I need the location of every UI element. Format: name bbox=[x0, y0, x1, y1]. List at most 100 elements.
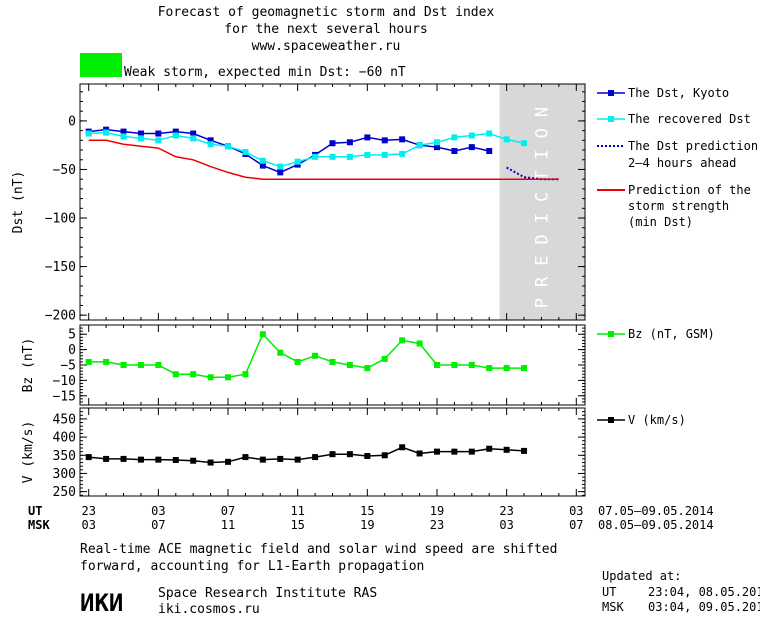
ut-tick-label: 03 bbox=[569, 504, 583, 518]
data-point bbox=[277, 169, 284, 176]
data-point bbox=[468, 144, 475, 151]
data-point bbox=[225, 458, 232, 465]
data-point bbox=[155, 456, 162, 463]
msk-tick-label: 11 bbox=[221, 518, 235, 532]
msk-tick-label: 07 bbox=[569, 518, 583, 532]
ut-tick-label: 03 bbox=[151, 504, 165, 518]
data-point bbox=[120, 133, 127, 140]
data-point bbox=[120, 362, 127, 368]
data-point bbox=[242, 148, 249, 155]
data-point bbox=[155, 137, 162, 144]
y-tick-label: −15 bbox=[53, 389, 76, 404]
ut-tick-label: 11 bbox=[290, 504, 304, 518]
y-tick-label: 5 bbox=[68, 328, 76, 343]
legend-item-storm-strength: Prediction of the storm strength (min Ds… bbox=[597, 183, 751, 229]
data-point bbox=[364, 453, 371, 459]
storm-level-label: Weak storm, expected min Dst: −60 nT bbox=[124, 65, 406, 80]
data-point bbox=[329, 358, 336, 365]
legend-label-bz: Bz (nT, GSM) bbox=[628, 327, 715, 341]
data-point bbox=[329, 140, 336, 147]
data-point bbox=[172, 132, 179, 139]
data-point bbox=[451, 362, 458, 368]
msk-tick-label: 03 bbox=[499, 518, 513, 532]
data-point bbox=[259, 331, 266, 338]
series-line-0 bbox=[88, 332, 525, 379]
msk-tick-label: 03 bbox=[81, 518, 95, 532]
data-point bbox=[399, 444, 406, 451]
y-tick-label: 350 bbox=[53, 449, 76, 464]
data-point bbox=[190, 135, 197, 142]
data-point bbox=[172, 457, 179, 463]
updated-ut-value: 23:04, 08.05.2014 bbox=[648, 585, 760, 599]
data-point bbox=[468, 362, 475, 368]
data-point bbox=[207, 141, 214, 148]
legend-label-dst-prediction: The Dst prediction bbox=[628, 139, 758, 153]
institute-name: Space Research Institute RAS bbox=[158, 586, 377, 601]
data-point bbox=[242, 371, 249, 378]
data-point bbox=[103, 358, 110, 365]
y-tick-label: −5 bbox=[60, 359, 76, 374]
ut-tick-label: 23 bbox=[81, 504, 95, 518]
y-tick-label: 0 bbox=[68, 343, 76, 358]
data-point bbox=[451, 134, 458, 141]
dst-legend: The Dst, Kyoto The recovered Dst The Dst… bbox=[597, 86, 758, 229]
data-point bbox=[346, 362, 353, 368]
data-point bbox=[155, 362, 162, 368]
msk-date-range: 08.05–09.05.2014 bbox=[598, 518, 714, 532]
ut-tick-label: 15 bbox=[360, 504, 374, 518]
data-point bbox=[137, 362, 144, 368]
updated-msk-label: MSK bbox=[602, 600, 624, 614]
legend-item-recovered-dst: The recovered Dst bbox=[597, 112, 751, 126]
footer-note-line1: Real-time ACE magnetic field and solar w… bbox=[80, 542, 557, 557]
chart-title-line2: for the next several hours bbox=[224, 22, 428, 37]
data-point bbox=[207, 137, 214, 144]
data-point bbox=[190, 130, 197, 137]
data-point bbox=[259, 157, 266, 164]
data-point bbox=[85, 358, 92, 365]
data-point bbox=[312, 153, 319, 160]
data-point bbox=[381, 137, 388, 144]
data-point bbox=[277, 349, 284, 356]
data-point bbox=[85, 130, 92, 137]
ut-tick-label: 07 bbox=[221, 504, 235, 518]
legend-label-dst-kyoto: The Dst, Kyoto bbox=[628, 86, 729, 100]
data-point bbox=[207, 459, 214, 466]
speed-panel: 450 400 350 300 250 V (km/s) bbox=[21, 407, 586, 500]
data-point bbox=[103, 129, 110, 136]
data-point bbox=[433, 139, 440, 146]
y-axis-label: Dst (nT) bbox=[11, 171, 26, 234]
data-point bbox=[364, 134, 371, 141]
data-point bbox=[503, 446, 510, 453]
data-point bbox=[468, 132, 475, 139]
legend-label-storm-strength-3: (min Dst) bbox=[628, 215, 693, 229]
data-point bbox=[294, 456, 301, 463]
y-tick-label: −200 bbox=[45, 309, 76, 324]
y-tick-label: 400 bbox=[53, 431, 76, 446]
data-point bbox=[416, 142, 423, 149]
data-point bbox=[225, 374, 232, 381]
y-tick-label: −100 bbox=[45, 212, 76, 227]
data-point bbox=[346, 153, 353, 160]
series-line-2 bbox=[506, 166, 559, 181]
legend-label-storm-strength: Prediction of the bbox=[628, 183, 751, 197]
data-point bbox=[364, 151, 371, 158]
data-point bbox=[312, 454, 319, 461]
data-point bbox=[137, 135, 144, 142]
speed-legend: V (km/s) bbox=[597, 413, 686, 427]
data-point bbox=[190, 457, 197, 464]
chart-title-line3: www.spaceweather.ru bbox=[252, 39, 401, 54]
data-point bbox=[433, 362, 440, 368]
y-axis-label: Bz (nT) bbox=[21, 338, 36, 393]
data-point bbox=[329, 451, 336, 458]
data-point bbox=[486, 130, 493, 137]
ut-axis-label: UT bbox=[28, 504, 42, 518]
updated-label: Updated at: bbox=[602, 569, 681, 583]
data-point bbox=[155, 130, 162, 137]
msk-tick-label: 07 bbox=[151, 518, 165, 532]
ut-tick-label: 23 bbox=[499, 504, 513, 518]
data-point bbox=[416, 450, 423, 457]
data-point bbox=[120, 128, 127, 135]
footer-note-line2: forward, accounting for L1-Earth propaga… bbox=[80, 559, 424, 574]
data-point bbox=[451, 448, 458, 455]
series-line-0 bbox=[88, 128, 490, 174]
